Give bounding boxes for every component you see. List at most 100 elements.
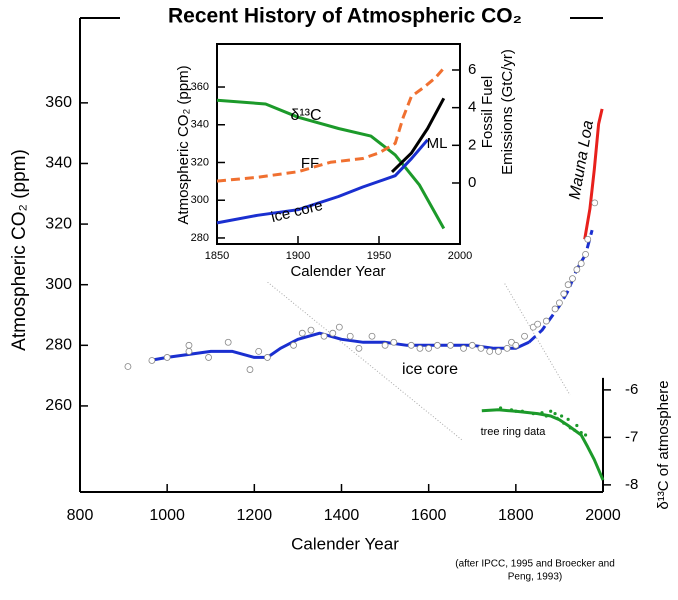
y2-tick-label: -6	[625, 381, 638, 398]
data-point	[355, 344, 363, 352]
x-axis-label: Calender Year	[291, 534, 399, 553]
x-tick-label: 1900	[286, 250, 310, 262]
plot-frame	[216, 43, 461, 245]
data-point	[577, 260, 585, 267]
data-point	[486, 347, 494, 355]
x-tick-label: 2000	[448, 250, 472, 262]
data-point	[591, 199, 599, 207]
data-point	[520, 409, 524, 413]
data-point	[521, 332, 528, 340]
data-point	[264, 354, 271, 361]
series-line	[216, 138, 429, 225]
y2-axis-label: δ¹³C of atmosphere	[655, 380, 672, 509]
data-point	[329, 329, 337, 337]
data-point	[255, 347, 263, 355]
data-point	[551, 305, 559, 313]
y-tick-label: 360	[191, 81, 209, 93]
y2-tick-label: 6	[468, 61, 476, 78]
data-point	[514, 409, 518, 413]
data-point	[307, 326, 315, 334]
data-point	[503, 344, 511, 352]
series-line	[149, 331, 530, 362]
series-line	[216, 98, 446, 230]
y-axis-label: Atmospheric CO₂ (ppm)	[9, 149, 30, 351]
series-line	[481, 408, 605, 481]
data-point	[560, 290, 568, 298]
data-point	[498, 406, 503, 410]
data-point	[298, 329, 306, 337]
data-point	[148, 357, 156, 364]
data-point	[569, 275, 576, 283]
y-tick-label: 340	[191, 119, 209, 131]
data-point	[425, 344, 433, 352]
data-point	[582, 250, 589, 258]
x-tick-label: 1400	[324, 507, 360, 524]
data-point	[556, 299, 563, 307]
data-point	[575, 423, 579, 428]
x-tick-label: 800	[67, 507, 94, 524]
data-point	[579, 431, 583, 435]
series-label: ice core	[402, 361, 458, 378]
data-point	[407, 341, 415, 349]
inset-x-axis-label: Calender Year	[290, 263, 385, 280]
y2-tick-label: -8	[625, 476, 638, 493]
main-chart: 800 1000 1200 1400 1600 1800 20002602803003203…	[45, 17, 638, 524]
data-point	[584, 235, 592, 243]
data-point	[416, 344, 424, 352]
data-point	[573, 428, 577, 432]
data-point	[185, 341, 193, 349]
series-label: FF	[301, 155, 319, 172]
x-tick-label: 1600	[411, 507, 447, 524]
data-point	[447, 341, 454, 349]
data-point	[460, 344, 467, 352]
data-point	[246, 366, 254, 373]
y2-tick-label: 4	[468, 99, 476, 116]
zoom-line	[227, 249, 463, 441]
x-tick-label: 1800	[498, 507, 534, 524]
data-point	[553, 412, 557, 416]
y2-tick-label: 2	[468, 136, 476, 153]
data-point	[124, 363, 132, 370]
y2-tick-label: 0	[468, 174, 476, 191]
data-point	[320, 332, 328, 340]
y-tick-label: 340	[45, 155, 72, 172]
x-tick-label: 1000	[149, 507, 185, 524]
data-point	[390, 338, 398, 346]
data-point	[512, 341, 520, 349]
chart-title: Recent History of Atmospheric CO₂	[168, 5, 522, 28]
y2-tick-label: -7	[625, 428, 638, 445]
y-tick-label: 300	[191, 194, 209, 206]
data-point	[534, 320, 542, 328]
data-point	[368, 332, 376, 340]
data-point	[549, 409, 553, 413]
series-label: ML	[427, 135, 448, 152]
data-point	[531, 412, 535, 416]
y-tick-label: 280	[191, 232, 209, 244]
inset-y-axis-label: Atmospheric CO₂ (ppm)	[175, 65, 192, 224]
data-point	[573, 266, 581, 273]
data-point	[583, 433, 588, 437]
data-point	[433, 341, 441, 349]
data-point	[540, 411, 544, 415]
data-point	[542, 317, 550, 325]
y-tick-label: 260	[45, 397, 72, 414]
caption: Peng, 1993)	[508, 572, 563, 583]
data-point	[568, 426, 572, 430]
y-tick-label: 320	[45, 215, 72, 232]
data-point	[163, 354, 171, 361]
x-tick-label: 1950	[367, 250, 391, 262]
data-point	[544, 414, 548, 418]
inset-y2-axis-label: Emissions (GtC/yr)	[499, 49, 516, 175]
data-point	[205, 354, 212, 361]
series-line	[390, 97, 446, 173]
data-point	[224, 338, 232, 346]
data-point	[381, 341, 389, 349]
data-point	[509, 408, 514, 412]
data-point	[468, 341, 476, 349]
data-point	[564, 281, 572, 289]
x-tick-label: 1200	[237, 507, 273, 524]
x-tick-label: 1850	[205, 250, 229, 262]
data-point	[185, 347, 193, 355]
